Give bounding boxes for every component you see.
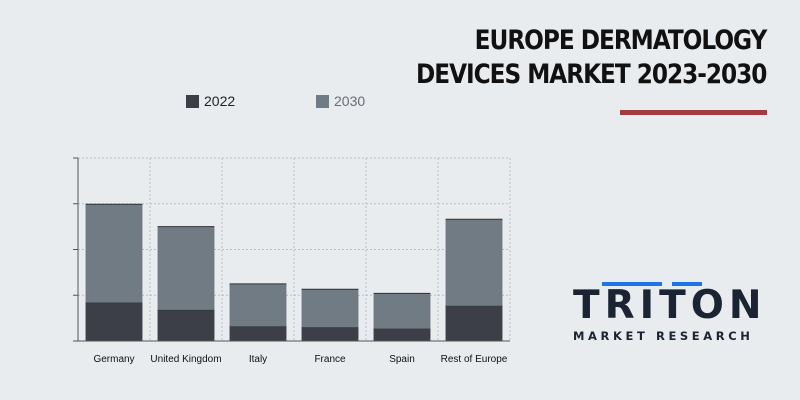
legend-label-2030: 2030 bbox=[334, 93, 366, 109]
x-tick-label: Rest of Europe bbox=[441, 354, 508, 365]
title-underline bbox=[620, 110, 767, 115]
x-tick-label: Italy bbox=[249, 354, 267, 365]
bar-2022-united-kingdom bbox=[157, 309, 215, 341]
legend-item-2022: 2022 bbox=[186, 93, 235, 109]
logo-accent-bar bbox=[602, 282, 662, 286]
bar-2022-germany bbox=[85, 302, 143, 341]
bar-2022-rest-of-europe bbox=[445, 305, 503, 341]
bar-2030-france bbox=[301, 289, 359, 328]
chart-title: EUROPE DERMATOLOGY DEVICES MARKET 2023-2… bbox=[415, 24, 767, 92]
legend-label-2022: 2022 bbox=[204, 93, 236, 109]
bar-2030-spain bbox=[373, 293, 431, 329]
x-tick-label: Spain bbox=[389, 354, 415, 365]
bar-2030-italy bbox=[229, 283, 287, 327]
x-tick-label: Germany bbox=[93, 354, 134, 365]
bar-2022-italy bbox=[229, 326, 287, 341]
logo-subtitle: MARKET RESEARCH bbox=[573, 329, 754, 343]
title-line-1: EUROPE DERMATOLOGY bbox=[474, 25, 767, 56]
legend-swatch-2030 bbox=[316, 94, 329, 108]
bar-2022-spain bbox=[373, 328, 431, 341]
title-line-2: DEVICES MARKET 2023-2030 bbox=[415, 59, 767, 90]
x-tick-label: France bbox=[314, 354, 346, 365]
bar-2030-germany bbox=[85, 204, 143, 303]
x-tick-label: United Kingdom bbox=[150, 354, 221, 365]
legend-swatch-2022 bbox=[186, 94, 199, 108]
logo-wordmark: TRITON bbox=[573, 283, 767, 328]
bar-2030-rest-of-europe bbox=[445, 219, 503, 306]
bar-2022-france bbox=[301, 327, 359, 341]
company-logo: TRITON MARKET RESEARCH bbox=[573, 280, 763, 344]
logo-accent-bar bbox=[672, 282, 702, 286]
legend-item-2030: 2030 bbox=[316, 93, 365, 109]
bar-2030-united-kingdom bbox=[157, 226, 215, 310]
